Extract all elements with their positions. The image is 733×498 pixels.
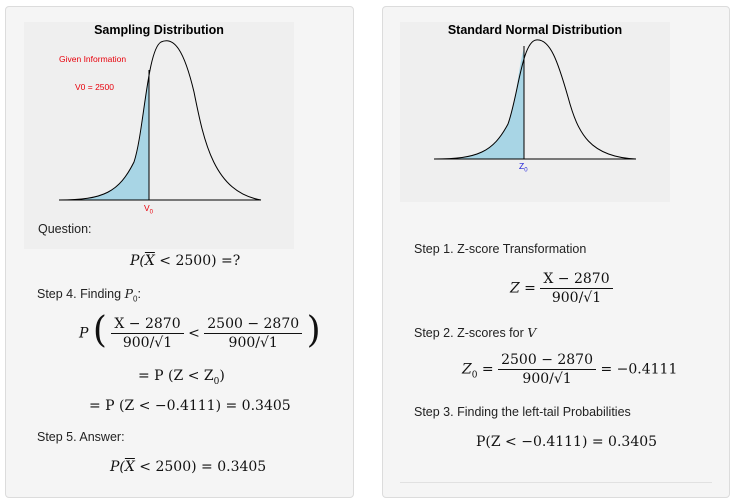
given-information-label: Given Information xyxy=(59,54,127,64)
question-label: Question: xyxy=(38,222,92,236)
divider xyxy=(400,482,712,483)
standard-normal-plot: Standard Normal Distribution Z0 xyxy=(400,22,670,202)
sampling-distribution-plot: Sampling Distribution Given Information … xyxy=(24,22,294,249)
left-tail-area xyxy=(434,48,524,159)
z0-fraction: 2500 − 2870 900/√1 xyxy=(498,351,596,388)
sampling-panel: Sampling Distribution Given Information … xyxy=(5,6,354,498)
step2-label: Step 2. Z-scores for V xyxy=(414,325,537,340)
step4-equation-2: = P (Z < Z0) xyxy=(138,368,225,387)
v0-value-label: V0 = 2500 xyxy=(75,82,114,92)
plot-title: Sampling Distribution xyxy=(94,23,224,37)
normal-curve xyxy=(58,40,262,201)
answer-expression: P(X < 2500) = 0.3405 xyxy=(110,459,267,475)
standard-normal-panel: Standard Normal Distribution Z0 Step 1. … xyxy=(382,6,730,498)
step1-label: Step 1. Z-score Transformation xyxy=(414,242,587,256)
plot-title: Standard Normal Distribution xyxy=(447,23,623,37)
normal-curve-chart xyxy=(58,40,262,201)
left-tail-area xyxy=(59,72,149,200)
step5-label: Step 5. Answer: xyxy=(37,430,125,444)
step3-label: Step 3. Finding the left-tail Probabilit… xyxy=(414,405,631,419)
normal-curve-chart xyxy=(433,39,637,160)
step3-equation: P(Z < −0.4111) = 0.3405 xyxy=(476,434,658,450)
v0-axis-label: V0 xyxy=(144,203,154,216)
step4-equation-3: = P (Z < −0.4111) = 0.3405 xyxy=(89,398,291,414)
z-fraction: X − 2870 900/√1 xyxy=(540,270,613,307)
step1-equation: Z = X − 2870 900/√1 xyxy=(510,270,613,307)
step4-equation-1: P ( X − 2870 900/√1 < 2500 − 2870 900/√1… xyxy=(79,309,321,352)
z0-axis-label: Z0 xyxy=(519,161,528,174)
step4-label: Step 4. Finding P0: xyxy=(37,286,141,304)
fraction-1: X − 2870 900/√1 xyxy=(111,315,184,352)
fraction-2: 2500 − 2870 900/√1 xyxy=(204,315,303,352)
step2-equation: Z0 = 2500 − 2870 900/√1 = −0.4111 xyxy=(462,351,678,388)
normal-curve xyxy=(433,39,637,160)
question-expression: P(X < 2500) =? xyxy=(130,253,241,269)
